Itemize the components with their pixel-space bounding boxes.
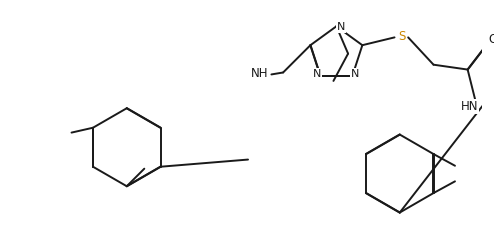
Text: N: N <box>351 69 360 79</box>
Text: N: N <box>337 22 345 32</box>
Text: HN: HN <box>461 100 478 113</box>
Text: N: N <box>313 69 322 79</box>
Text: S: S <box>399 30 406 43</box>
Text: NH: NH <box>251 67 268 80</box>
Text: O: O <box>489 33 494 46</box>
